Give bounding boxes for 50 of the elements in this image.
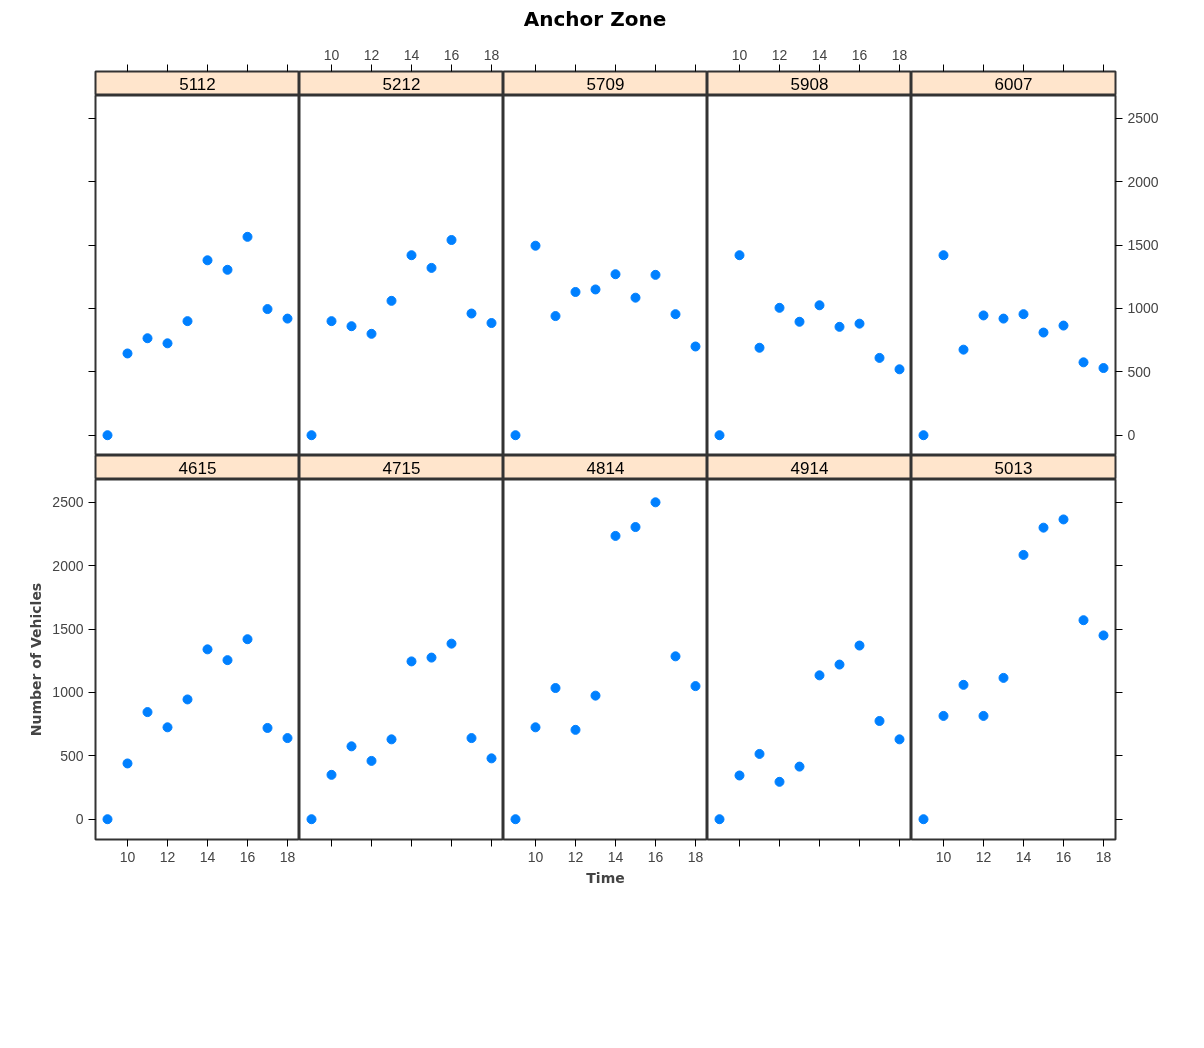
y-tick-label: 500 (1127, 363, 1152, 380)
chart-title: 4914 (790, 458, 829, 478)
y-tick-label: 0 (1127, 426, 1136, 443)
x-tick-label: 12 (975, 848, 992, 865)
x-tick-label: 14 (1015, 848, 1032, 865)
x-tick-label: 16 (239, 848, 256, 865)
x-tick-label: 16 (851, 46, 868, 63)
x-tick-label: 10 (119, 848, 136, 865)
x-tick-label: 18 (483, 46, 500, 63)
x-tick-label: 16 (443, 46, 460, 63)
x-tick-label: 14 (607, 848, 624, 865)
y-tick-label: 2500 (1127, 109, 1159, 126)
y-tick-label: 1500 (1127, 236, 1159, 253)
x-tick-label: 18 (1095, 848, 1112, 865)
x-tick-label: 10 (731, 46, 748, 63)
x-tick-label: 12 (771, 46, 788, 63)
x-tick-label: 14 (403, 46, 420, 63)
x-tick-label: 18 (891, 46, 908, 63)
text: Anchor Zone (523, 6, 667, 33)
chart-title: 4715 (382, 458, 421, 478)
chart-title: 4814 (586, 458, 625, 478)
chart-title: 5908 (790, 74, 829, 94)
y-tick-label: 500 (60, 747, 84, 764)
x-tick-label: 12 (159, 848, 176, 865)
x-tick-label: 10 (323, 46, 340, 63)
x-tick-label: 12 (567, 848, 584, 865)
chart-title: 5112 (179, 74, 216, 94)
chart-title: 6007 (994, 74, 1033, 94)
x-tick-label: 16 (1055, 848, 1072, 865)
x-tick-label: 14 (199, 848, 216, 865)
x-tick-label: 18 (279, 848, 296, 865)
chart-title: 5013 (994, 458, 1033, 478)
y-tick-label: 2000 (1127, 173, 1159, 190)
chart-title: 5212 (382, 74, 421, 94)
x-tick-label: 10 (527, 848, 544, 865)
y-tick-label: 2500 (52, 493, 84, 510)
y-tick-label: 1000 (1127, 300, 1159, 317)
x-tick-label: 16 (647, 848, 664, 865)
x-tick-label: 12 (363, 46, 380, 63)
y-tick-label: 0 (75, 810, 84, 827)
x-tick-label: 10 (935, 848, 952, 865)
x-axis-title: Time (586, 869, 625, 886)
chart-title: 4615 (178, 458, 217, 478)
y-axis-title: Number of Vehicles (28, 582, 45, 736)
x-tick-label: 14 (811, 46, 828, 63)
y-tick-label: 1500 (52, 620, 84, 637)
x-tick-label: 18 (687, 848, 704, 865)
y-tick-label: 1000 (52, 684, 84, 701)
y-tick-label: 2000 (52, 557, 84, 574)
chart-title: 5709 (586, 74, 625, 94)
